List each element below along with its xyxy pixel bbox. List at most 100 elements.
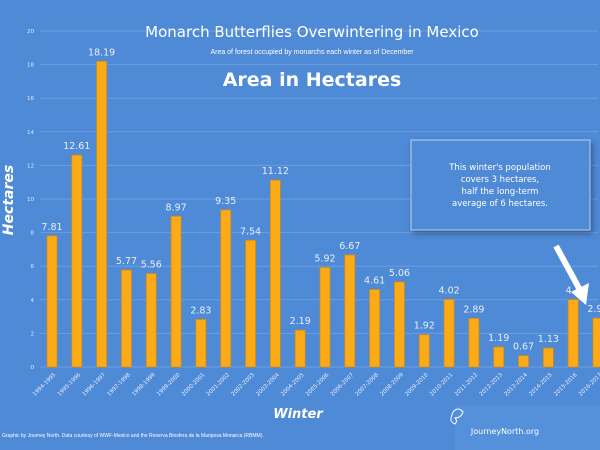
x-tick-label: 2001-2002 <box>206 372 231 397</box>
data-label: 1.13 <box>538 334 559 345</box>
x-tick-label: 1994-1995 <box>32 372 58 398</box>
y-tick-label: 12 <box>27 163 34 169</box>
bar <box>493 346 505 368</box>
x-tick-label: 2011-2012 <box>454 372 479 397</box>
y-tick-label: 0 <box>31 365 35 371</box>
y-tick-label: 10 <box>27 197 34 203</box>
bar <box>542 347 554 368</box>
annotation-line: covers 3 hectares, <box>461 175 539 185</box>
x-tick-label: 2000-2001 <box>181 372 206 397</box>
x-tick-label: 2008-2009 <box>379 372 405 398</box>
data-label: 7.54 <box>240 226 261 237</box>
bar <box>394 281 405 368</box>
bar <box>145 273 157 368</box>
bar <box>71 154 83 368</box>
data-label: 2.83 <box>190 305 211 316</box>
credit-text: Graphic by Journey North. Data courtesy … <box>2 433 264 439</box>
x-axis-label: Winter <box>273 407 324 422</box>
bar <box>245 239 256 368</box>
y-tick-label: 4 <box>31 298 35 304</box>
bar <box>443 299 455 368</box>
bar <box>170 215 182 368</box>
bar <box>121 269 132 368</box>
data-label: 12.61 <box>63 141 90 152</box>
bar <box>518 355 529 368</box>
annotation-line: average of 6 hectares. <box>452 199 548 209</box>
annotation-line: half the long-term <box>462 187 539 197</box>
x-tick-label: 2010-2011 <box>429 372 454 397</box>
y-tick-label: 16 <box>27 96 34 102</box>
data-label: 0.67 <box>513 342 534 353</box>
journey-north-logo[interactable]: JourneyNorth.org <box>450 405 600 450</box>
x-tick-label: 2013-2014 <box>504 372 530 398</box>
data-label: 5.56 <box>141 260 162 271</box>
bar <box>319 267 331 368</box>
x-tick-label: 2007-2008 <box>355 372 381 398</box>
x-tick-label: 2004-2005 <box>280 372 306 398</box>
logo-text: JourneyNorth.org <box>470 427 539 436</box>
y-tick-label: 14 <box>27 130 34 136</box>
x-tick-label: 2006-2007 <box>330 372 356 398</box>
chart-title: Monarch Butterflies Overwintering in Mex… <box>145 23 479 41</box>
x-tick-label: 2014-2015 <box>528 372 554 398</box>
bar <box>294 329 306 368</box>
data-label: 5.77 <box>116 256 137 267</box>
data-label: 18.19 <box>88 47 115 58</box>
y-axis-ticks: 0 2 4 6 8 10 12 14 16 18 20 <box>27 29 35 371</box>
x-tick-label: 2015-2016 <box>553 372 579 398</box>
bar <box>369 289 381 368</box>
bar <box>567 299 579 368</box>
bar <box>592 317 600 368</box>
y-tick-label: 20 <box>27 29 34 35</box>
x-tick-label: 2005-2006 <box>305 372 331 398</box>
y-tick-label: 2 <box>31 331 35 337</box>
x-tick-label: 2012-2013 <box>479 372 505 398</box>
annotation-line: This winter's population <box>448 163 551 173</box>
data-label: 1.92 <box>414 321 435 332</box>
x-tick-label: 2009-2010 <box>404 372 430 398</box>
y-tick-label: 18 <box>27 63 34 69</box>
data-label: 5.06 <box>389 268 410 279</box>
y-tick-label: 8 <box>31 231 35 237</box>
x-tick-label: 1996-1997 <box>82 372 108 398</box>
x-tick-label: 1998-1999 <box>131 372 157 398</box>
data-label: 7.81 <box>41 222 62 233</box>
data-label: 4.61 <box>364 276 385 287</box>
data-label: 2.91 <box>587 304 600 315</box>
bar <box>468 318 480 368</box>
x-tick-label: 1997-1998 <box>106 372 132 398</box>
y-axis-label: Hectares <box>1 165 17 235</box>
x-tick-label: 1995-1996 <box>57 372 83 398</box>
grid <box>40 30 598 368</box>
bar <box>46 235 58 368</box>
bar <box>418 334 430 368</box>
bar <box>220 209 232 368</box>
x-tick-label: 2016-2017 <box>578 372 600 398</box>
chart-heading: Area in Hectares <box>223 69 402 91</box>
data-label: 1.19 <box>488 333 509 344</box>
bars: 7.81 12.61 18.19 5.77 5.56 8.97 2.83 9.35 7.54 11… <box>41 47 600 368</box>
data-label: 4.02 <box>439 285 460 296</box>
bar <box>195 319 207 368</box>
data-label: 2.19 <box>290 316 311 327</box>
data-label: 6.67 <box>339 241 360 252</box>
bar <box>269 179 281 368</box>
chart-subtitle: Area of forest occupied by monarchs each… <box>210 49 414 56</box>
y-tick-label: 6 <box>31 264 35 270</box>
data-label: 8.97 <box>166 202 187 213</box>
bar <box>96 61 108 368</box>
bar <box>344 254 356 368</box>
data-label: 5.92 <box>314 254 335 265</box>
arrow-icon <box>553 244 589 305</box>
x-tick-label: 2002-2003 <box>231 372 257 398</box>
butterfly-icon <box>450 408 464 425</box>
data-label: 11.12 <box>262 166 289 177</box>
x-tick-label: 1999-2000 <box>156 372 182 398</box>
x-axis-ticks: 1994-1995 1995-1996 1996-1997 1997-1998 1998… <box>32 372 600 398</box>
x-tick-label: 2003-2004 <box>255 372 281 398</box>
data-label: 9.35 <box>215 196 236 207</box>
data-label: 2.89 <box>463 304 484 315</box>
annotation-box: This winter's population covers 3 hectare… <box>410 139 591 231</box>
